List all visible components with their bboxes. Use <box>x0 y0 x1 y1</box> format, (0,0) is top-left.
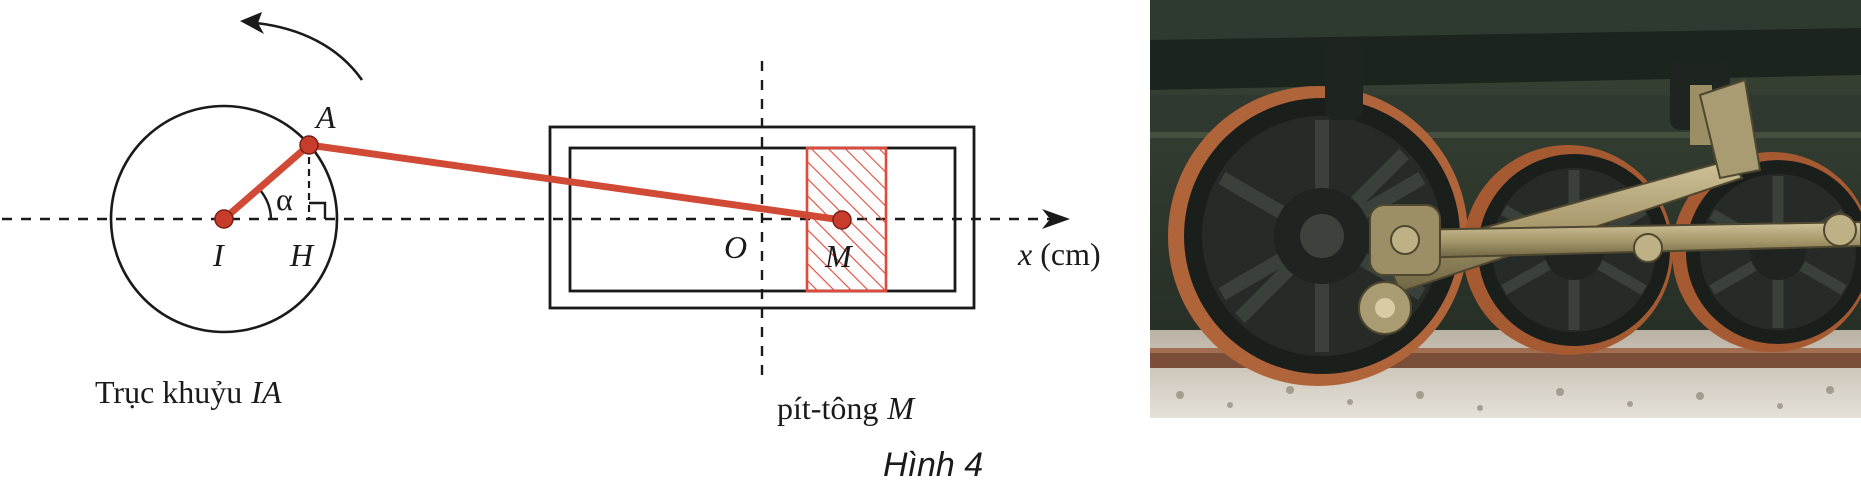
label-a: A <box>314 99 336 135</box>
axis-x-symbol: x <box>1017 236 1032 272</box>
right-angle-marker <box>309 201 327 219</box>
label-i: I <box>212 237 225 273</box>
label-h: H <box>289 237 315 273</box>
crank-piston-diagram: A I H α O M x (cm) Trục khuỷu IA pít-tông M <box>2 12 1101 426</box>
locomotive-wheels-photo <box>1150 0 1861 418</box>
angle-arc <box>259 189 273 220</box>
joint-i <box>214 209 234 229</box>
crank-circle <box>109 104 339 334</box>
axis-x-label: x (cm) <box>1017 236 1101 272</box>
joint-m <box>832 210 852 230</box>
axis-x-unit: (cm) <box>1040 236 1100 272</box>
joint-a <box>299 135 319 155</box>
label-m: M <box>824 238 854 274</box>
connecting-rods <box>1358 78 1861 335</box>
piston-caption: pít-tông M <box>777 390 916 426</box>
wheel-3 <box>1672 152 1861 352</box>
crank-ia <box>220 141 313 223</box>
wheel-1 <box>1168 86 1468 386</box>
piston-caption-prefix: pít-tông <box>777 390 878 426</box>
crank-caption: Trục khuỷu IA <box>95 374 282 410</box>
label-o: O <box>724 229 747 265</box>
piston-caption-name: M <box>886 390 916 426</box>
label-alpha: α <box>276 181 293 217</box>
crank-caption-name: IA <box>250 374 282 410</box>
rotation-arrow <box>240 12 364 81</box>
crank-caption-prefix: Trục khuỷu <box>95 374 242 410</box>
connecting-rod-am <box>305 141 846 224</box>
x-axis-arrowhead <box>1042 209 1070 229</box>
figure-caption: Hình 4 <box>883 446 983 484</box>
